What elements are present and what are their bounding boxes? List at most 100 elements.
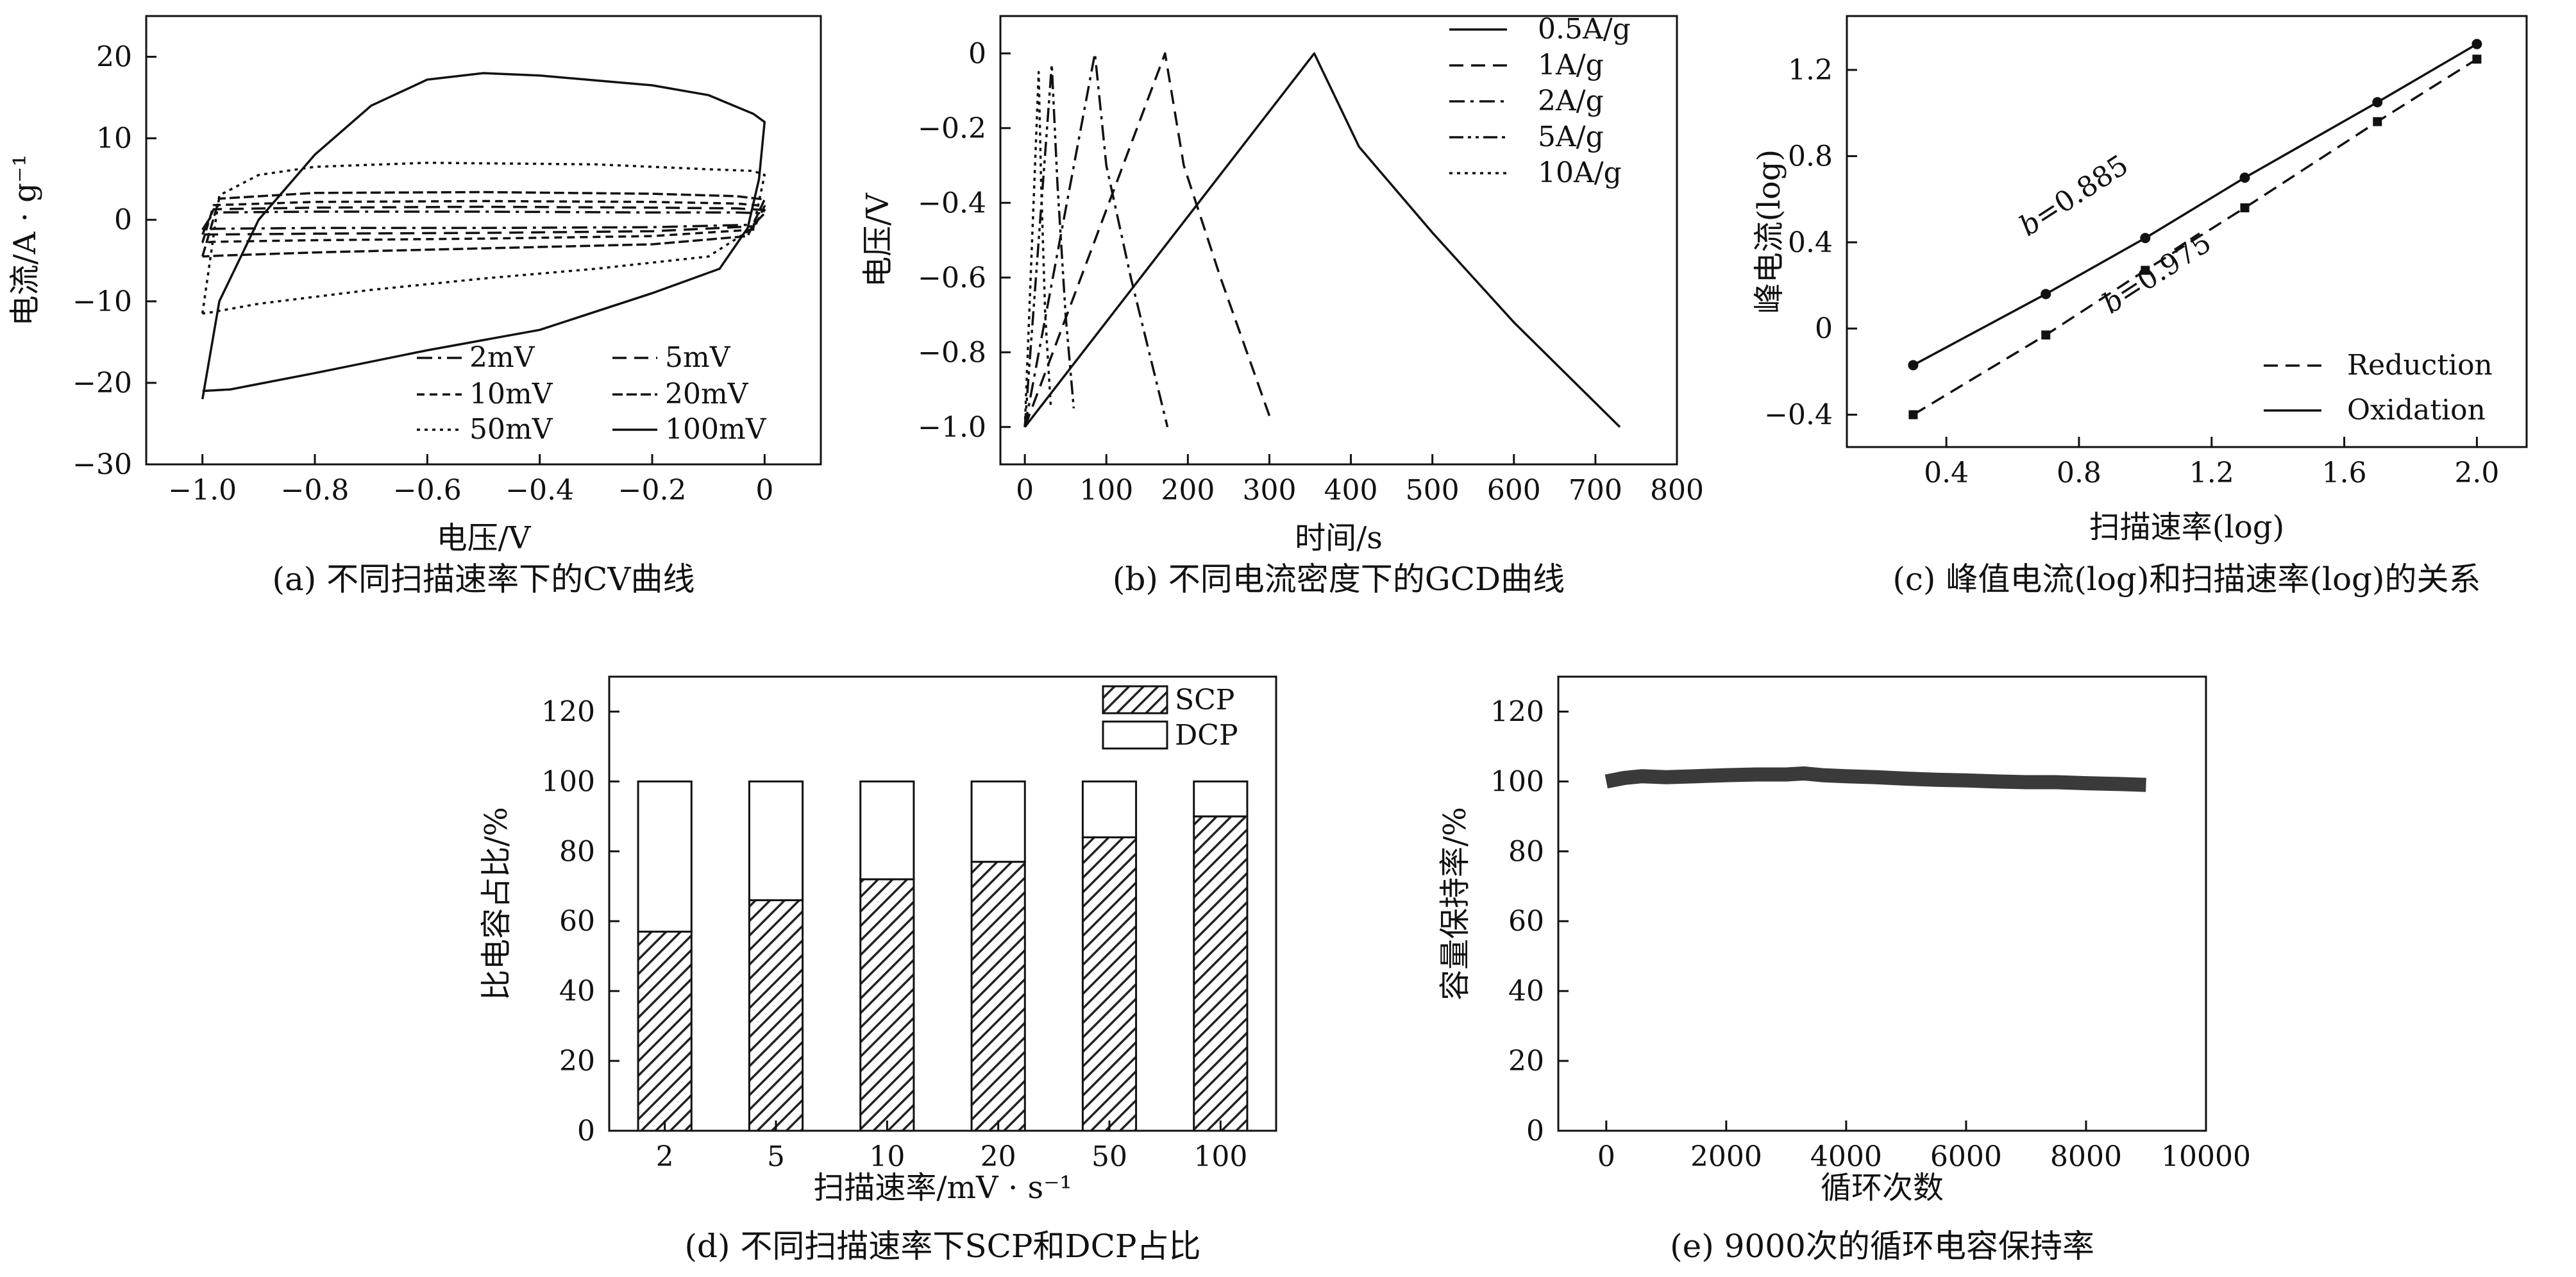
- legend-label-10mV: 10mV: [469, 378, 553, 410]
- y-tick-label: −0.4: [1764, 399, 1833, 432]
- y-tick-label: 120: [541, 695, 595, 728]
- legend-label-1A/g: 1A/g: [1538, 49, 1604, 81]
- legend-label-Oxidation: Oxidation: [2347, 394, 2486, 427]
- bar-SCP: [637, 931, 693, 1132]
- cv-loop-50mV: [201, 162, 766, 315]
- y-tick-label: 10: [96, 123, 132, 155]
- x-tick-label: 100: [1193, 1140, 1247, 1173]
- bar-DCP: [970, 780, 1026, 863]
- y-tick-label: 60: [559, 905, 595, 938]
- y-tick-label: −1.0: [918, 411, 986, 444]
- y-tick-label: 40: [559, 975, 595, 1008]
- x-tick-label: 200: [1161, 474, 1215, 507]
- x-tick-label: 0.4: [1924, 457, 1969, 489]
- y-tick-label: 0: [1526, 1115, 1544, 1147]
- point-Oxidation: [2239, 173, 2250, 183]
- y-axis-label: 峰电流(log): [1751, 149, 1787, 314]
- plot-frame: [999, 15, 1678, 466]
- y-tick-label: −0.6: [918, 262, 986, 294]
- fit-line-Oxidation: [1912, 43, 2478, 366]
- y-tick-label: 0: [968, 37, 986, 70]
- legend-label-0.5A/g: 0.5A/g: [1538, 13, 1631, 46]
- x-tick-label: 1.2: [2189, 457, 2234, 489]
- point-Reduction: [2041, 330, 2051, 340]
- bar-DCP: [859, 780, 915, 881]
- y-axis-label: 容量保持率/%: [1437, 807, 1473, 1001]
- y-tick-label: 100: [541, 765, 595, 798]
- x-axis-label: 扫描速率/mV · s⁻¹: [813, 1170, 1072, 1206]
- x-tick-label: 8000: [2050, 1140, 2122, 1173]
- legend-label-50mV: 50mV: [469, 413, 553, 446]
- x-tick-label: 10000: [2161, 1140, 2251, 1173]
- panel-b-gcd-curves: 0 100 200 300 400 500 600 700 800 −1.0 −0.8 −0.6 −0.…: [860, 13, 1704, 598]
- cv-loop-20mV: [201, 190, 766, 258]
- panel-a-cv-curves: −1.0 −0.8 −0.6 −0.4 −0.2 0 −30 −20 −10 0 10 20 电压/V 电…: [7, 15, 822, 598]
- x-tick-label: 300: [1242, 474, 1296, 507]
- plot-frame: [1557, 675, 2207, 1132]
- y-tick-label: 80: [559, 835, 595, 868]
- x-tick-label: 400: [1324, 474, 1378, 507]
- retention-curve: [1604, 766, 2146, 792]
- cv-loop-2mV: [201, 210, 766, 231]
- y-tick-label: −10: [72, 285, 132, 318]
- x-tick-label: 20: [981, 1140, 1016, 1173]
- point-Oxidation: [2041, 289, 2051, 300]
- legend-label-DCP: DCP: [1175, 719, 1238, 752]
- y-tick-label: 0: [1815, 312, 1833, 345]
- x-tick-label: −0.6: [393, 474, 462, 507]
- bar-DCP: [1193, 780, 1249, 818]
- bar-SCP: [859, 878, 915, 1132]
- legend-label-10A/g: 10A/g: [1538, 156, 1622, 189]
- x-tick-label: 10: [869, 1140, 905, 1173]
- panel-caption: (b) 不同电流密度下的GCD曲线: [1113, 561, 1565, 598]
- gcd-curve-5A/g: [1023, 63, 1075, 427]
- panel-caption: (a) 不同扫描速率下的CV曲线: [272, 561, 695, 598]
- x-tick-label: 1.6: [2322, 457, 2367, 489]
- bar-SCP: [1193, 815, 1249, 1132]
- point-Reduction: [2373, 117, 2382, 126]
- y-tick-label: −0.4: [918, 187, 986, 219]
- legend-label-Reduction: Reduction: [2347, 349, 2493, 382]
- panel-e-cycle-retention: 0 2000 4000 6000 8000 10000 0 20 40 60 80 100 120 循环次…: [1437, 675, 2251, 1265]
- x-axis-label: 循环次数: [1821, 1170, 1944, 1206]
- x-tick-label: 2.0: [2454, 457, 2499, 489]
- panel-caption: (c) 峰值电流(log)和扫描速率(log)的关系: [1892, 561, 2480, 598]
- point-Oxidation: [2140, 233, 2151, 244]
- y-tick-label: 1.2: [1788, 54, 1833, 87]
- y-tick-label: 0: [114, 204, 132, 237]
- legend-label-SCP: SCP: [1175, 684, 1234, 716]
- x-tick-label: −0.8: [281, 474, 349, 507]
- y-tick-label: 60: [1508, 905, 1544, 938]
- x-tick-label: 100: [1079, 474, 1133, 507]
- y-axis-label: 电流/A · g⁻¹: [7, 155, 43, 326]
- bar-SCP: [970, 861, 1026, 1132]
- slope-annotation: b=0.975: [2096, 226, 2217, 321]
- x-tick-label: −0.4: [505, 474, 574, 507]
- x-tick-label: −1.0: [168, 474, 237, 507]
- bar-SCP: [748, 899, 804, 1132]
- x-tick-label: 600: [1487, 474, 1541, 507]
- point-Oxidation: [1908, 360, 1919, 371]
- legend-label-2A/g: 2A/g: [1538, 85, 1604, 117]
- x-tick-label: 4000: [1810, 1140, 1882, 1173]
- legend-swatch-DCP: [1102, 720, 1168, 750]
- gcd-curve-1A/g: [1023, 52, 1271, 428]
- x-axis-label: 扫描速率(log): [2089, 509, 2284, 545]
- gcd-curve-2A/g: [1023, 52, 1169, 428]
- y-tick-label: 20: [559, 1045, 595, 1078]
- x-axis-label: 电压/V: [437, 520, 532, 556]
- point-Reduction: [2141, 266, 2150, 275]
- slope-annotation: b=0.885: [2014, 149, 2134, 243]
- panel-c-log-peak-current: 0.4 0.8 1.2 1.6 2.0 −0.4 0 0.4 0.8 1.2 扫描速率(log) 峰电…: [1751, 15, 2528, 598]
- legend-label-100mV: 100mV: [665, 413, 767, 446]
- y-tick-label: 0.8: [1788, 140, 1833, 173]
- x-tick-label: 2: [656, 1140, 674, 1173]
- y-tick-label: 100: [1490, 765, 1544, 798]
- cv-loop-100mV: [201, 72, 766, 400]
- panel-caption: (e) 9000次的循环电容保持率: [1670, 1228, 2094, 1265]
- bar-SCP: [1081, 836, 1138, 1132]
- x-tick-label: 2000: [1690, 1140, 1762, 1173]
- x-tick-label: −0.2: [618, 474, 687, 507]
- x-tick-label: 5: [767, 1140, 785, 1173]
- legend-swatch-SCP: [1102, 685, 1168, 715]
